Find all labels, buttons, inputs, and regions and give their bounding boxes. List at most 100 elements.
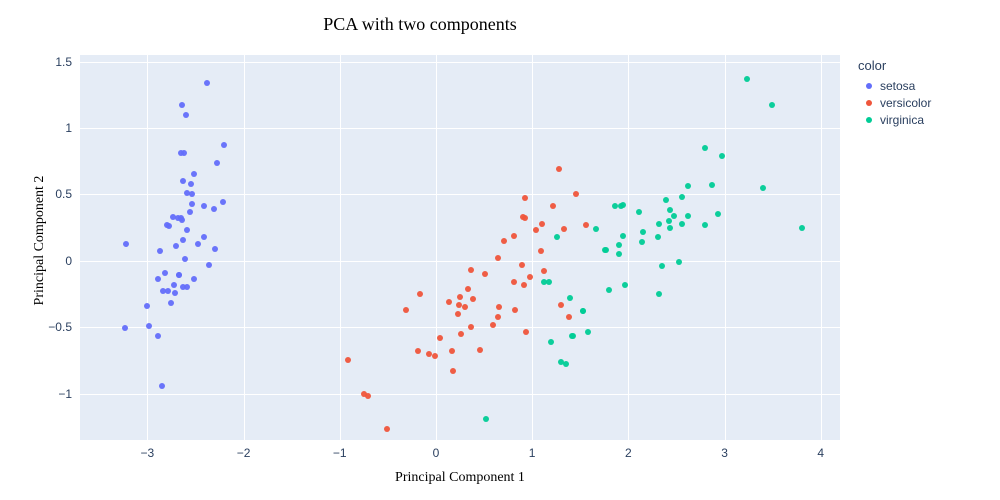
scatter-point[interactable] [176, 272, 182, 278]
scatter-point[interactable] [490, 322, 496, 328]
scatter-point[interactable] [522, 195, 528, 201]
scatter-point[interactable] [702, 145, 708, 151]
scatter-point[interactable] [799, 225, 805, 231]
scatter-point[interactable] [606, 287, 612, 293]
scatter-point[interactable] [656, 291, 662, 297]
scatter-point[interactable] [702, 222, 708, 228]
scatter-point[interactable] [195, 241, 201, 247]
scatter-point[interactable] [206, 262, 212, 268]
scatter-point[interactable] [204, 80, 210, 86]
scatter-point[interactable] [620, 233, 626, 239]
scatter-point[interactable] [760, 185, 766, 191]
scatter-point[interactable] [123, 241, 129, 247]
scatter-point[interactable] [477, 347, 483, 353]
scatter-point[interactable] [470, 296, 476, 302]
scatter-point[interactable] [639, 239, 645, 245]
scatter-point[interactable] [659, 263, 665, 269]
scatter-point[interactable] [546, 279, 552, 285]
scatter-point[interactable] [663, 197, 669, 203]
scatter-point[interactable] [172, 290, 178, 296]
scatter-point[interactable] [666, 218, 672, 224]
scatter-point[interactable] [719, 153, 725, 159]
scatter-point[interactable] [679, 194, 685, 200]
scatter-point[interactable] [511, 279, 517, 285]
scatter-point[interactable] [541, 268, 547, 274]
scatter-point[interactable] [496, 304, 502, 310]
scatter-point[interactable] [570, 333, 576, 339]
scatter-point[interactable] [384, 426, 390, 432]
scatter-point[interactable] [685, 183, 691, 189]
scatter-point[interactable] [538, 248, 544, 254]
scatter-point[interactable] [527, 274, 533, 280]
scatter-point[interactable] [585, 329, 591, 335]
scatter-point[interactable] [191, 276, 197, 282]
scatter-point[interactable] [415, 348, 421, 354]
scatter-point[interactable] [211, 206, 217, 212]
scatter-point[interactable] [189, 191, 195, 197]
scatter-point[interactable] [220, 199, 226, 205]
scatter-point[interactable] [162, 270, 168, 276]
scatter-point[interactable] [558, 302, 564, 308]
scatter-point[interactable] [178, 150, 184, 156]
scatter-point[interactable] [157, 248, 163, 254]
scatter-point[interactable] [182, 256, 188, 262]
scatter-point[interactable] [667, 207, 673, 213]
scatter-point[interactable] [622, 282, 628, 288]
scatter-point[interactable] [676, 259, 682, 265]
scatter-point[interactable] [179, 217, 185, 223]
scatter-point[interactable] [495, 314, 501, 320]
scatter-point[interactable] [180, 178, 186, 184]
scatter-point[interactable] [122, 325, 128, 331]
scatter-point[interactable] [636, 209, 642, 215]
scatter-point[interactable] [417, 291, 423, 297]
scatter-point[interactable] [159, 383, 165, 389]
scatter-point[interactable] [437, 335, 443, 341]
scatter-point[interactable] [160, 288, 166, 294]
scatter-point[interactable] [523, 329, 529, 335]
scatter-point[interactable] [189, 201, 195, 207]
scatter-point[interactable] [715, 211, 721, 217]
scatter-point[interactable] [520, 214, 526, 220]
scatter-point[interactable] [191, 171, 197, 177]
scatter-point[interactable] [685, 213, 691, 219]
scatter-point[interactable] [455, 311, 461, 317]
scatter-point[interactable] [483, 416, 489, 422]
scatter-point[interactable] [171, 282, 177, 288]
scatter-point[interactable] [144, 303, 150, 309]
scatter-point[interactable] [558, 359, 564, 365]
scatter-point[interactable] [495, 255, 501, 261]
scatter-point[interactable] [345, 357, 351, 363]
scatter-point[interactable] [179, 102, 185, 108]
scatter-point[interactable] [168, 300, 174, 306]
scatter-point[interactable] [566, 314, 572, 320]
scatter-point[interactable] [184, 284, 190, 290]
scatter-point[interactable] [188, 181, 194, 187]
scatter-point[interactable] [155, 333, 161, 339]
scatter-point[interactable] [640, 229, 646, 235]
scatter-point[interactable] [511, 233, 517, 239]
scatter-point[interactable] [709, 182, 715, 188]
scatter-point[interactable] [403, 307, 409, 313]
scatter-point[interactable] [616, 242, 622, 248]
scatter-point[interactable] [744, 76, 750, 82]
scatter-point[interactable] [146, 323, 152, 329]
scatter-point[interactable] [573, 191, 579, 197]
scatter-point[interactable] [482, 271, 488, 277]
scatter-point[interactable] [187, 209, 193, 215]
scatter-point[interactable] [173, 243, 179, 249]
scatter-point[interactable] [184, 227, 190, 233]
scatter-point[interactable] [539, 221, 545, 227]
scatter-point[interactable] [561, 226, 567, 232]
scatter-point[interactable] [618, 203, 624, 209]
scatter-point[interactable] [616, 251, 622, 257]
scatter-point[interactable] [550, 203, 556, 209]
scatter-point[interactable] [556, 166, 562, 172]
scatter-point[interactable] [554, 234, 560, 240]
scatter-point[interactable] [671, 213, 677, 219]
scatter-point[interactable] [450, 368, 456, 374]
scatter-point[interactable] [580, 308, 586, 314]
scatter-point[interactable] [583, 222, 589, 228]
scatter-point[interactable] [180, 237, 186, 243]
scatter-point[interactable] [155, 276, 161, 282]
scatter-point[interactable] [655, 234, 661, 240]
